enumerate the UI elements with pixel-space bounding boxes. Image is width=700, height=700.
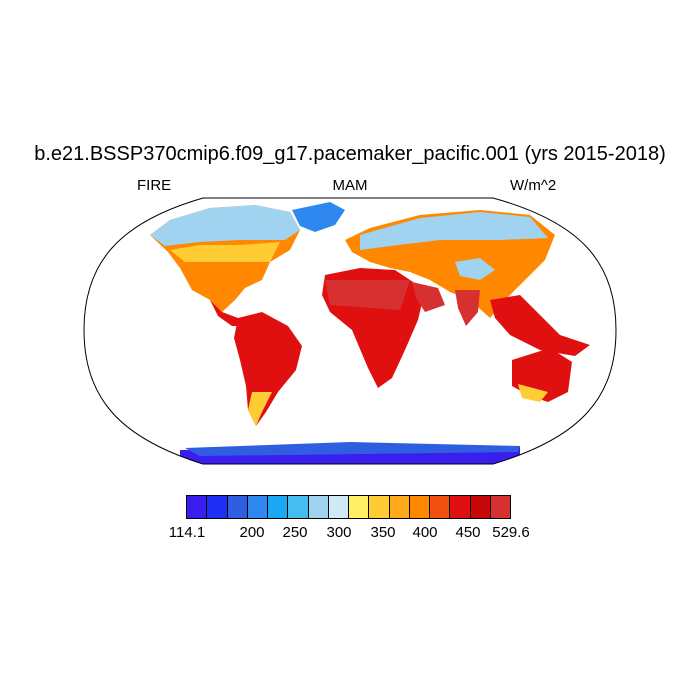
tibet	[455, 258, 495, 280]
colorbar-tick-label: 350	[370, 524, 396, 541]
map-border	[83, 197, 617, 465]
colorbar-swatch	[308, 496, 329, 518]
colorbar-swatch	[288, 496, 309, 518]
variable-label: FIRE	[137, 177, 172, 194]
colorbar-tick-label: 529.6	[492, 524, 530, 541]
eurasia-north	[360, 212, 548, 250]
colorbar-tick-label: 400	[412, 524, 438, 541]
australia-south	[518, 384, 548, 402]
colorbar-swatch	[247, 496, 268, 518]
india	[455, 290, 480, 326]
north-america-north	[150, 205, 300, 246]
colorbar-swatch	[430, 496, 451, 518]
colorbar-swatch	[490, 496, 510, 518]
colorbar-swatch	[328, 496, 349, 518]
sahara	[325, 280, 410, 310]
colorbar-tick-label: 450	[455, 524, 481, 541]
colorbar-swatch	[187, 496, 208, 518]
colorbar-swatch	[268, 496, 289, 518]
colorbar-swatch	[369, 496, 390, 518]
colorbar-swatch	[207, 496, 228, 518]
colorbar-swatch	[349, 496, 370, 518]
colorbar-tick-label: 300	[326, 524, 352, 541]
season-label: MAM	[332, 177, 368, 194]
greenland	[292, 202, 345, 232]
south-america-south	[248, 392, 272, 426]
colorbar-tick-label: 114.1	[168, 524, 206, 541]
antarctica-coast	[185, 442, 520, 456]
colorbar-tick-label: 250	[282, 524, 308, 541]
units-label: W/m^2	[510, 177, 557, 194]
plot-title: b.e21.BSSP370cmip6.f09_g17.pacemaker_pac…	[34, 143, 666, 165]
colorbar	[186, 495, 511, 519]
arabia	[412, 282, 445, 312]
colorbar-swatch	[450, 496, 471, 518]
colorbar-swatch	[389, 496, 410, 518]
south-america	[234, 312, 302, 426]
north-america-mid	[170, 242, 280, 262]
colorbar-swatch	[470, 496, 491, 518]
colorbar-swatch	[409, 496, 430, 518]
southeast-asia	[490, 295, 590, 356]
colorbar-tick-label: 200	[239, 524, 265, 541]
colorbar-swatch	[227, 496, 248, 518]
central-america	[210, 300, 244, 326]
